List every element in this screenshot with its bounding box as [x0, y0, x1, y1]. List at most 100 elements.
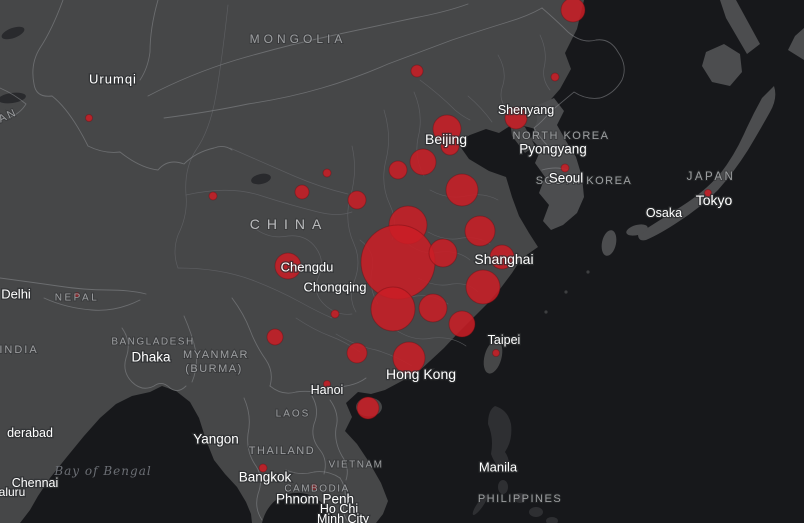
outbreak-marker-inner-mongolia[interactable] — [410, 64, 424, 78]
lakes-layer — [0, 26, 271, 185]
qinghai-lake — [251, 173, 271, 185]
label-india: INDIA — [0, 344, 39, 356]
outbreak-marker-tokyo[interactable] — [704, 189, 712, 197]
label-seoul: Seoul — [549, 171, 584, 186]
label-chengdu: Chengdu — [281, 260, 334, 275]
outbreak-marker-hainan[interactable] — [356, 396, 380, 420]
outbreak-marker-hong-kong[interactable] — [392, 341, 426, 375]
label-north-korea: NORTH KOREA — [513, 130, 610, 142]
label-ho-chi: Ho Chi — [320, 502, 358, 516]
outbreak-marker-urumqi[interactable] — [85, 114, 93, 122]
label-bangladesh: BANGLADESH — [111, 337, 194, 348]
liaodong-peninsula — [510, 121, 535, 153]
label-phnom-penh: Phnom Penh — [276, 492, 354, 507]
label-vietnam: VIETNAM — [329, 460, 384, 471]
label-hanoi: Hanoi — [311, 383, 344, 397]
label-laos: LAOS — [276, 409, 311, 420]
label-japan: JAPAN — [687, 171, 736, 183]
markers-layer — [74, 0, 712, 491]
label-china: CHINA — [250, 216, 329, 232]
philippine-island — [546, 517, 558, 523]
gulf-of-thailand-sea — [262, 492, 334, 523]
outbreak-marker-jiangsu[interactable] — [464, 215, 496, 247]
outbreak-marker-taipei[interactable] — [492, 349, 500, 357]
bay-of-bengal-sea — [20, 386, 252, 523]
kyushu — [601, 230, 617, 256]
label-thailand: THAILAND — [249, 445, 315, 457]
label-urumqi: Urumqi — [89, 72, 137, 87]
label-delhi: Delhi — [1, 287, 31, 302]
korea-peninsula — [531, 98, 584, 230]
outbreak-marker-heilongjiang[interactable] — [560, 0, 586, 23]
outbreak-marker-chengdu[interactable] — [274, 252, 302, 280]
outbreak-marker-shanxi[interactable] — [388, 160, 408, 180]
ryukyu-island — [564, 290, 568, 294]
outbreak-marker-gansu[interactable] — [294, 184, 310, 200]
hokkaido — [702, 44, 742, 86]
label-dhaka: Dhaka — [131, 350, 171, 365]
province-borders — [174, 4, 551, 367]
label-cambodia: CAMBODIA — [284, 484, 349, 495]
taiwan-island — [483, 340, 503, 374]
outbreak-marker-jiangxi[interactable] — [418, 293, 448, 323]
outbreak-marker-seoul[interactable] — [560, 163, 570, 173]
label-shanghai: Shanghai — [474, 251, 533, 267]
label-aluru: aluru — [0, 485, 25, 499]
label-burma: (BURMA) — [185, 363, 243, 375]
ryukyu-island — [586, 270, 590, 274]
outbreak-marker-cambodia[interactable] — [310, 483, 318, 491]
label-osaka: Osaka — [646, 206, 682, 220]
label-minh-city: Minh City — [317, 512, 370, 523]
sea-layer — [20, 0, 804, 523]
outbreak-marker-guizhou[interactable] — [346, 342, 368, 364]
outbreak-marker-fujian[interactable] — [448, 310, 476, 338]
kuril-wedge — [788, 28, 804, 60]
label-chongqing: Chongqing — [304, 280, 367, 295]
sakhalin — [720, 0, 760, 54]
label-hong-kong: Hong Kong — [386, 366, 456, 382]
philippine-island — [529, 507, 543, 517]
shikoku — [626, 224, 648, 236]
outbreak-marker-guangxi[interactable] — [330, 309, 340, 319]
honshu — [638, 86, 776, 241]
outbreak-marker-hunan[interactable] — [370, 286, 416, 332]
luzon-island — [488, 406, 512, 472]
outbreak-marker-jilin[interactable] — [550, 72, 560, 82]
lake — [0, 92, 26, 104]
label-derabad: derabad — [7, 426, 53, 440]
outbreak-marker-tianjin[interactable] — [440, 136, 460, 156]
label-pyongyang: Pyongyang — [519, 142, 587, 157]
outbreak-marker-inner-mongolia-west[interactable] — [322, 168, 332, 178]
outbreak-marker-anhui[interactable] — [428, 238, 458, 268]
label-yangon: Yangon — [193, 432, 239, 447]
country-borders — [0, 0, 625, 523]
outbreak-marker-ningxia[interactable] — [347, 190, 367, 210]
outbreak-marker-shandong[interactable] — [445, 173, 479, 207]
philippine-island — [514, 493, 526, 503]
label-myanmar: MYANMAR — [183, 349, 249, 361]
outbreak-marker-shanghai[interactable] — [489, 244, 515, 270]
label-taipei: Taipei — [488, 333, 521, 347]
outbreak-marker-shenyang[interactable] — [504, 106, 528, 130]
philippine-island — [498, 480, 508, 494]
label-beijing: Beijing — [425, 131, 467, 147]
ryukyu-island — [544, 310, 548, 314]
outbreak-marker-yunnan[interactable] — [266, 328, 284, 346]
outbreak-marker-bangkok[interactable] — [258, 463, 268, 473]
label-chennai: Chennai — [12, 476, 59, 490]
palawan-island — [472, 495, 488, 515]
outbreak-marker-nepal[interactable] — [74, 292, 80, 298]
outbreak-marker-hebei[interactable] — [409, 148, 437, 176]
label-mongolia: MONGOLIA — [250, 32, 347, 46]
outbreak-marker-qinghai[interactable] — [208, 191, 218, 201]
label-manila: Manila — [479, 460, 518, 475]
label-shenyang: Shenyang — [498, 103, 554, 117]
outbreak-marker-zhejiang[interactable] — [465, 269, 501, 305]
label-tokyo: Tokyo — [696, 192, 733, 208]
label-philippines: PHILIPPINES — [478, 493, 562, 505]
outbreak-marker-hanoi[interactable] — [323, 380, 331, 388]
label-bangkok: Bangkok — [239, 470, 292, 485]
